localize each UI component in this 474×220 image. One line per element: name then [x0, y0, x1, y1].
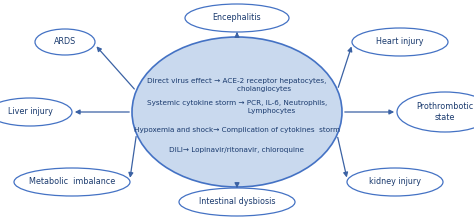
Text: ARDS: ARDS: [54, 37, 76, 46]
Text: Hypoxemia and shock→ Complication of cytokines  storm: Hypoxemia and shock→ Complication of cyt…: [134, 127, 340, 133]
Text: Direct virus effect → ACE-2 receptor hepatocytes,
                        cholan: Direct virus effect → ACE-2 receptor hep…: [147, 79, 327, 92]
Ellipse shape: [352, 28, 448, 56]
Text: Metabolic  imbalance: Metabolic imbalance: [29, 178, 115, 187]
Ellipse shape: [132, 37, 342, 187]
Text: Systemic cytokine storm → PCR, IL-6, Neutrophils,
                              : Systemic cytokine storm → PCR, IL-6, Neu…: [147, 101, 327, 114]
Ellipse shape: [179, 188, 295, 216]
Text: Intestinal dysbiosis: Intestinal dysbiosis: [199, 198, 275, 207]
Text: kidney injury: kidney injury: [369, 178, 421, 187]
Text: Prothrombotic
state: Prothrombotic state: [416, 102, 474, 122]
Text: DILI→ Lopinavir/ritonavir, chloroquine: DILI→ Lopinavir/ritonavir, chloroquine: [170, 147, 304, 153]
Text: Encephalitis: Encephalitis: [213, 13, 261, 22]
Ellipse shape: [35, 29, 95, 55]
Ellipse shape: [185, 4, 289, 32]
Ellipse shape: [0, 98, 72, 126]
Text: Liver injury: Liver injury: [8, 108, 53, 117]
Text: Heart injury: Heart injury: [376, 37, 424, 46]
Ellipse shape: [347, 168, 443, 196]
Ellipse shape: [14, 168, 130, 196]
Ellipse shape: [397, 92, 474, 132]
